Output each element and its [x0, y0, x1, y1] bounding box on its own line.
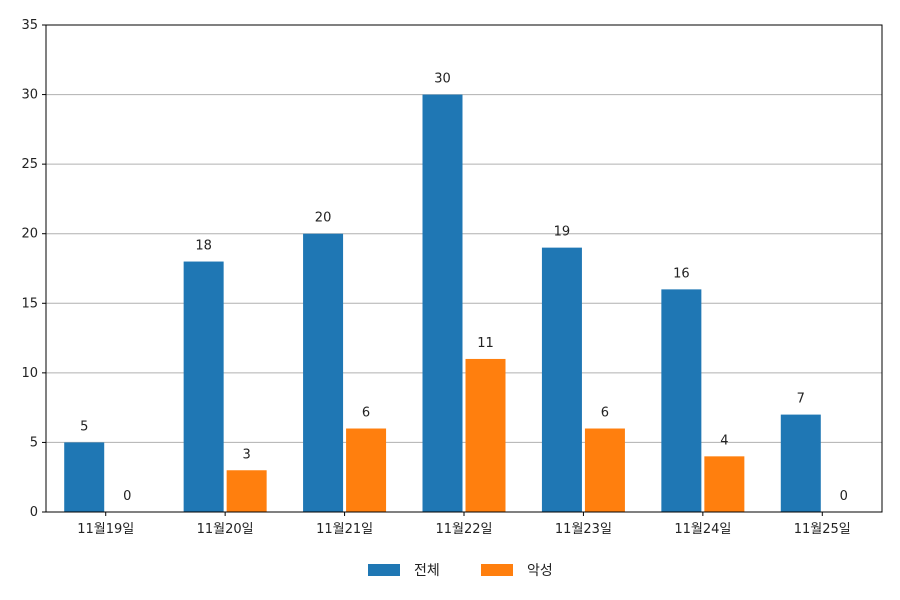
x-tick-label: 11월25일: [794, 522, 851, 537]
bar: [780, 414, 821, 512]
x-tick-label: 11월22일: [435, 522, 492, 537]
data-label: 18: [195, 239, 212, 254]
data-label: 19: [554, 225, 571, 240]
bar: [226, 470, 267, 512]
data-label: 20: [315, 211, 332, 226]
y-tick-label: 10: [21, 366, 38, 381]
bar: [704, 456, 745, 512]
data-labels: 5 0 18 3 20 6 30 11 19 6 16 4 7 0: [80, 72, 848, 504]
x-tick-label: 11월20일: [197, 522, 254, 537]
grid-lines: [46, 94, 882, 443]
y-tick-label: 0: [30, 505, 38, 520]
data-label: 3: [243, 447, 251, 462]
bar: [584, 428, 625, 512]
bar: [183, 261, 224, 512]
bar: [661, 289, 702, 512]
bar: [541, 247, 582, 512]
data-label: 5: [80, 419, 88, 434]
x-tick-label: 11월23일: [555, 522, 612, 537]
x-tick-label: 11월24일: [674, 522, 731, 537]
bar: [64, 442, 105, 512]
data-label: 6: [601, 406, 609, 421]
bar: [346, 428, 387, 512]
data-label: 7: [797, 392, 805, 407]
y-tick-label: 5: [30, 435, 38, 450]
legend: 전체 악성: [368, 563, 553, 579]
data-label: 0: [123, 489, 131, 504]
legend-swatch: [481, 564, 513, 576]
x-tick-label: 11월19일: [77, 522, 134, 537]
bars: [64, 94, 821, 513]
legend-swatch: [368, 564, 400, 576]
data-label: 0: [840, 489, 848, 504]
data-label: 30: [434, 72, 451, 87]
data-label: 6: [362, 406, 370, 421]
data-label: 16: [673, 266, 690, 281]
y-tick-label: 20: [21, 227, 38, 242]
plot-frame: [45, 24, 883, 513]
data-label: 11: [477, 336, 494, 351]
y-tick-label: 35: [21, 18, 38, 33]
bar: [422, 94, 463, 513]
legend-label: 전체: [414, 563, 440, 579]
bar: [465, 358, 506, 512]
y-tick-label: 25: [21, 157, 38, 172]
x-tick-label: 11월21일: [316, 522, 373, 537]
legend-label: 악성: [527, 563, 553, 579]
data-label: 4: [720, 433, 728, 448]
bar: [303, 233, 344, 512]
y-tick-label: 30: [21, 88, 38, 103]
y-tick-label: 15: [21, 296, 38, 311]
